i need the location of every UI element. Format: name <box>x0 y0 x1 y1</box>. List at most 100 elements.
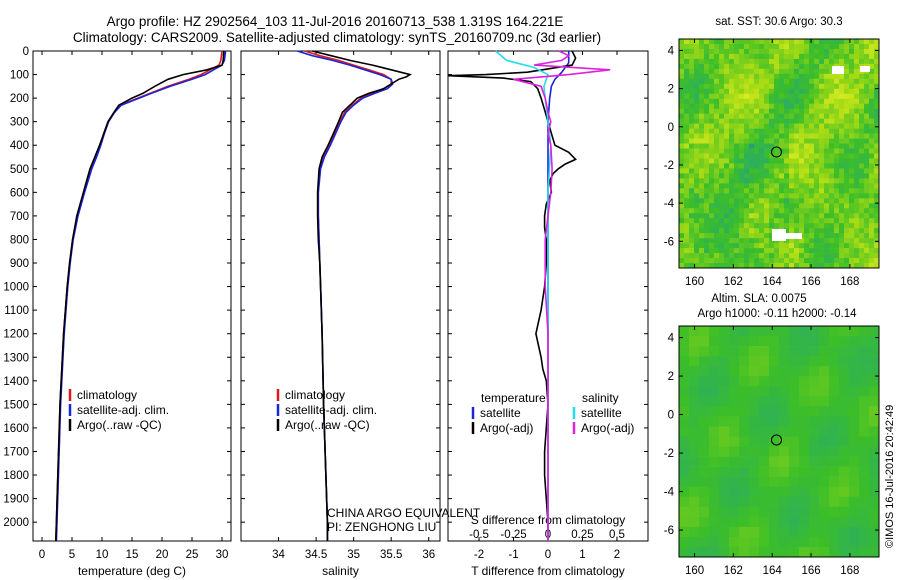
heatmap-cell <box>739 406 750 417</box>
heatmap-cell <box>824 183 830 189</box>
heatmap-cell <box>794 148 800 154</box>
heatmap-cell <box>734 143 740 149</box>
heatmap-cell <box>814 243 820 249</box>
heatmap-cell <box>679 213 685 219</box>
heatmap-cell <box>749 43 755 50</box>
heatmap-cell <box>859 238 865 244</box>
heatmap-cell <box>774 128 780 134</box>
heatmap-cell <box>724 103 730 109</box>
heatmap-cell <box>709 396 720 407</box>
heatmap-cell <box>814 173 820 179</box>
heatmap-cell <box>859 233 865 239</box>
heatmap-cell <box>779 53 785 60</box>
heatmap-cell <box>719 436 730 447</box>
heatmap-cell <box>709 58 715 65</box>
heatmap-cell <box>859 258 865 264</box>
heatmap-cell <box>744 133 750 139</box>
heatmap-cell <box>779 243 785 249</box>
map-y-tick-label: 2 <box>668 371 674 383</box>
heatmap-cell <box>864 158 870 164</box>
heatmap-cell <box>789 223 795 229</box>
heatmap-cell <box>699 263 705 269</box>
heatmap-cell <box>694 103 700 109</box>
heatmap-cell <box>869 436 880 447</box>
heatmap-cell <box>744 173 750 179</box>
heatmap-cell <box>799 258 805 264</box>
heatmap-cell <box>864 123 870 129</box>
heatmap-cell <box>869 158 875 164</box>
heatmap-cell <box>804 113 810 119</box>
heatmap-cell <box>684 263 690 269</box>
heatmap-cell <box>869 263 875 269</box>
heatmap-cell <box>744 73 750 80</box>
heatmap-cell <box>819 213 825 219</box>
heatmap-cell <box>694 178 700 184</box>
heatmap-cell <box>714 63 720 70</box>
heatmap-cell <box>834 58 840 65</box>
figure-title-line2: Climatology: CARS2009. Satellite-adjuste… <box>73 30 601 45</box>
heatmap-cell <box>819 153 825 159</box>
heatmap-cell <box>679 113 685 119</box>
heatmap-cell <box>724 208 730 214</box>
heatmap-cell <box>819 183 825 189</box>
heatmap-cell <box>819 73 825 80</box>
heatmap-cell <box>864 188 870 194</box>
heatmap-cell <box>729 326 740 337</box>
x-tick-label: 34 <box>272 549 285 561</box>
heatmap-cell <box>844 263 850 269</box>
heatmap-cell <box>779 326 790 337</box>
heatmap-cell <box>744 138 750 144</box>
heatmap-cell <box>739 258 745 264</box>
heatmap-cell <box>789 536 800 548</box>
heatmap-cell <box>784 178 790 184</box>
heatmap-cell <box>739 108 745 114</box>
heatmap-cell <box>729 39 735 45</box>
heatmap-cell <box>844 248 850 254</box>
heatmap-cell <box>809 98 815 105</box>
heatmap-cell <box>874 168 880 174</box>
heatmap-cell <box>684 108 690 114</box>
heatmap-cell <box>819 243 825 249</box>
heatmap-cell <box>684 153 690 159</box>
heatmap-cell <box>829 233 835 239</box>
heatmap-cell <box>864 213 870 219</box>
t-tick-label: -1 <box>508 549 518 561</box>
heatmap-cell <box>829 93 835 100</box>
heatmap-cell <box>774 78 780 85</box>
map-x-tick-label: 168 <box>840 276 859 288</box>
heatmap-cell <box>714 243 720 249</box>
heatmap-cell <box>784 223 790 229</box>
heatmap-cell <box>769 356 780 367</box>
heatmap-cell <box>834 193 840 199</box>
heatmap-cell <box>744 233 750 239</box>
heatmap-cell <box>799 148 805 154</box>
heatmap-cell <box>739 148 745 154</box>
heatmap-cell <box>849 173 855 179</box>
heatmap-cell <box>759 386 770 397</box>
heatmap-cell <box>849 476 860 487</box>
heatmap-cell <box>864 113 870 119</box>
heatmap-cell <box>719 48 725 55</box>
heatmap-cell <box>749 506 760 518</box>
heatmap-cell <box>864 153 870 159</box>
heatmap-cell <box>739 496 750 508</box>
heatmap-cell <box>679 396 690 407</box>
heatmap-cell <box>829 73 835 80</box>
heatmap-cell <box>839 336 850 347</box>
heatmap-cell <box>789 406 800 417</box>
heatmap-cell <box>844 78 850 85</box>
heatmap-cell <box>829 516 840 528</box>
heatmap-cell <box>699 168 705 174</box>
heatmap-cell <box>704 248 710 254</box>
heatmap-cell <box>789 238 795 244</box>
heatmap-cell <box>829 58 835 65</box>
heatmap-cell <box>829 446 840 457</box>
heatmap-cell <box>729 63 735 70</box>
heatmap-cell <box>749 98 755 105</box>
heatmap-cell <box>779 426 790 437</box>
heatmap-cell <box>729 386 740 397</box>
heatmap-cell <box>734 93 740 100</box>
heatmap-cell <box>784 123 790 129</box>
heatmap-cell <box>784 113 790 119</box>
heatmap-cell <box>724 83 730 90</box>
